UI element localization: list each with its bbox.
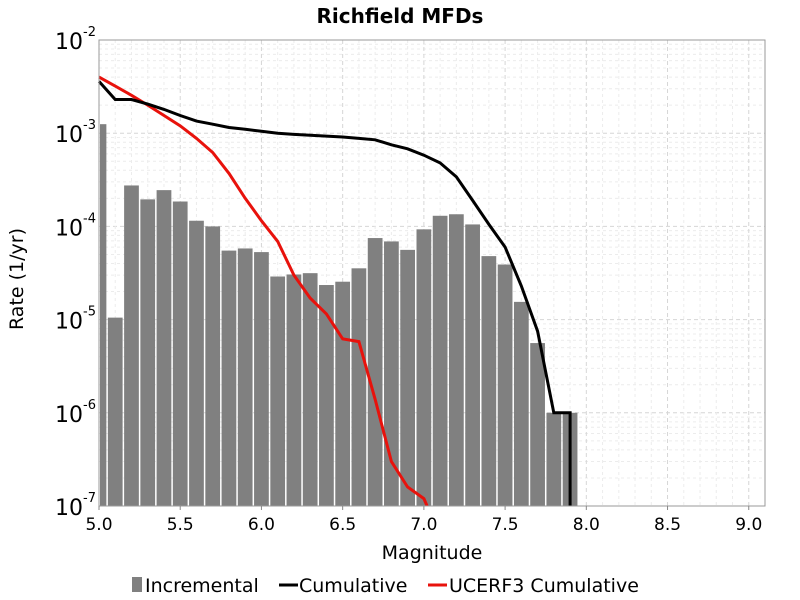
bar — [221, 250, 237, 506]
bar — [107, 317, 123, 506]
bar — [367, 238, 383, 506]
chart-title: Richfield MFDs — [317, 4, 484, 28]
bar — [254, 252, 269, 506]
bar — [100, 124, 107, 507]
plot-area — [98, 39, 766, 507]
cumulative-line — [97, 80, 572, 506]
ucerf3-cumulative-line — [98, 75, 429, 507]
y-tick-label: 10-2 — [55, 25, 96, 55]
bar — [189, 220, 204, 506]
bar — [140, 199, 156, 506]
bar — [156, 190, 172, 507]
bar — [465, 224, 480, 506]
legend-swatch-incremental — [132, 577, 142, 592]
y-tick-label: 10-7 — [55, 491, 96, 521]
bar — [481, 256, 497, 506]
bar — [497, 264, 513, 506]
bar — [513, 301, 529, 506]
bar — [335, 281, 351, 506]
y-tick-label: 10-3 — [55, 118, 96, 148]
y-tick-label: 10-4 — [55, 211, 96, 241]
x-tick-label: 5.5 — [167, 515, 194, 535]
x-axis-label: Magnitude — [382, 542, 483, 564]
bar — [286, 274, 302, 506]
bar — [448, 214, 464, 506]
bar — [205, 226, 221, 506]
x-tick-label: 5.0 — [85, 515, 112, 535]
bar — [384, 241, 399, 507]
bar — [400, 249, 416, 506]
bar — [237, 248, 253, 506]
bar — [432, 215, 448, 506]
x-tick-label: 6.0 — [248, 515, 275, 535]
x-tick-label: 7.0 — [410, 515, 437, 535]
bar — [351, 268, 367, 506]
y-tick-label: 10-6 — [55, 398, 96, 428]
bar — [530, 343, 545, 506]
bar — [172, 201, 188, 507]
bar — [319, 285, 334, 506]
x-tick-label: 7.5 — [492, 515, 519, 535]
legend: Incremental Cumulative UCERF3 Cumulative — [132, 575, 639, 597]
x-tick-label: 8.0 — [573, 515, 600, 535]
y-axis-label: Rate (1/yr) — [6, 228, 28, 330]
y-tick-label: 10-5 — [55, 305, 96, 335]
bar — [416, 229, 432, 506]
bar — [302, 273, 318, 506]
bar — [546, 412, 562, 506]
x-tick-label: 6.5 — [329, 515, 356, 535]
legend-label-incremental: Incremental — [145, 575, 259, 597]
y-axis-ticks: 10-7 10-6 10-5 10-4 10-3 10-2 — [55, 25, 96, 521]
x-axis-ticks: 5.0 5.5 6.0 6.5 7.0 7.5 8.0 8.5 9.0 — [85, 506, 762, 535]
x-tick-label: 8.5 — [654, 515, 681, 535]
bar — [124, 185, 139, 506]
x-tick-label: 9.0 — [735, 515, 762, 535]
legend-label-cumulative: Cumulative — [299, 575, 407, 597]
bar — [270, 276, 286, 506]
incremental-bars — [100, 124, 578, 507]
legend-label-ucerf3-cumulative: UCERF3 Cumulative — [449, 575, 639, 597]
